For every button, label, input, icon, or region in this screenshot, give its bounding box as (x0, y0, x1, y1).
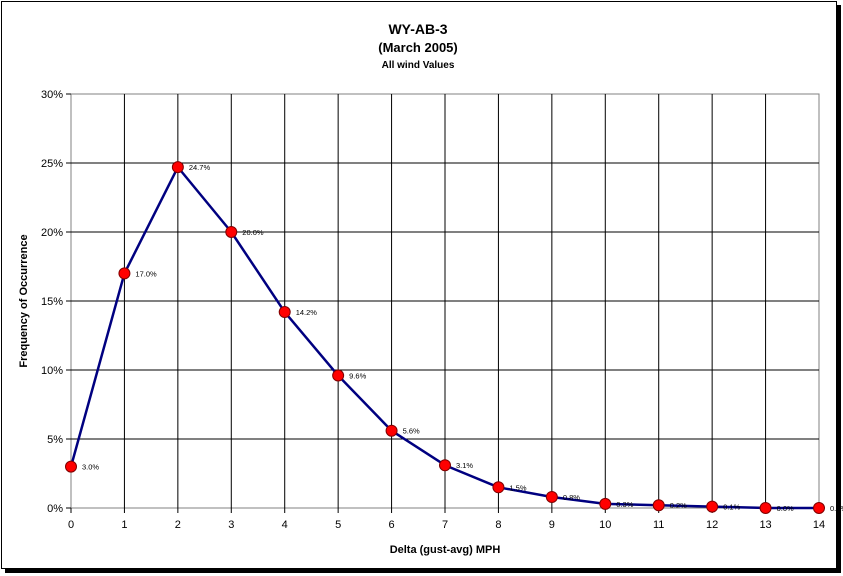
y-tick-label: 10% (41, 365, 63, 377)
x-tick-label: 11 (653, 519, 664, 531)
data-label: 24.7% (189, 163, 211, 172)
x-tick-label: 4 (282, 519, 288, 531)
x-tick-label: 7 (442, 519, 448, 531)
series-frequency (65, 161, 825, 514)
x-tick-label: 10 (599, 519, 611, 531)
data-label: 17.0% (135, 269, 157, 278)
y-tick-label: 30% (41, 89, 63, 101)
data-label: 0.2% (670, 501, 687, 510)
data-point (278, 306, 291, 319)
data-point (225, 226, 238, 238)
data-label: 0.0% (830, 504, 843, 513)
chart-subtitle-secondary: All wind Values (382, 60, 455, 71)
x-tick-label: 13 (759, 519, 771, 531)
y-tick-label: 0% (47, 503, 63, 515)
data-label: 3.0% (82, 463, 99, 472)
y-tick-label: 25% (41, 158, 63, 170)
data-label: 0.8% (563, 493, 580, 502)
x-tick-label: 12 (706, 519, 718, 531)
x-tick-label: 9 (549, 519, 555, 531)
x-tick-label: 8 (495, 519, 501, 531)
data-labels: 3.0% 17.0% 24.7% 20.0% 14.2% 9.6% 5.6% 3.1% 1.5%… (82, 163, 843, 513)
y-tick-label: 15% (41, 296, 63, 308)
data-label: 14.2% (296, 308, 318, 317)
data-point (439, 459, 451, 472)
x-tick-label: 1 (121, 519, 127, 531)
x-tick-label: 14 (813, 519, 825, 531)
data-label: 0.3% (616, 500, 633, 509)
x-axis-title: Delta (gust-avg) MPH (390, 544, 501, 556)
x-tick-label: 3 (228, 519, 234, 531)
data-point (492, 481, 505, 494)
x-tick-label: 5 (335, 519, 341, 531)
data-label: 20.0% (242, 228, 264, 237)
data-point (813, 502, 825, 514)
data-label: 0.0% (777, 504, 794, 513)
x-tick-label: 0 (68, 519, 74, 531)
y-tick-label: 5% (47, 434, 63, 446)
data-label: 3.1% (456, 461, 473, 470)
y-axis-title: Frequency of Occurrence (18, 234, 30, 367)
chart-title: WY-AB-3 (388, 21, 447, 37)
data-point (652, 499, 665, 512)
data-point (385, 424, 398, 437)
x-tick-label: 2 (175, 519, 181, 531)
data-label: 1.5% (509, 483, 526, 492)
data-label: 5.6% (403, 427, 420, 436)
chart-subtitle: (March 2005) (378, 40, 457, 55)
data-point (65, 460, 77, 473)
data-point (545, 490, 558, 503)
tick-labels: 0%5%10%15%20%25%30%0 1 2 3 4 5 6 7 8 9 10 11 12 13 14 (41, 89, 825, 531)
data-point (759, 502, 772, 514)
data-point (599, 497, 612, 510)
data-label: 0.1% (723, 503, 740, 512)
data-point (118, 267, 131, 280)
data-point (171, 161, 184, 174)
x-tick-label: 6 (389, 519, 395, 531)
data-point (332, 369, 345, 382)
y-tick-label: 20% (41, 227, 63, 239)
grid-lines (71, 94, 819, 508)
data-point (706, 500, 719, 513)
data-label: 9.6% (349, 372, 366, 381)
